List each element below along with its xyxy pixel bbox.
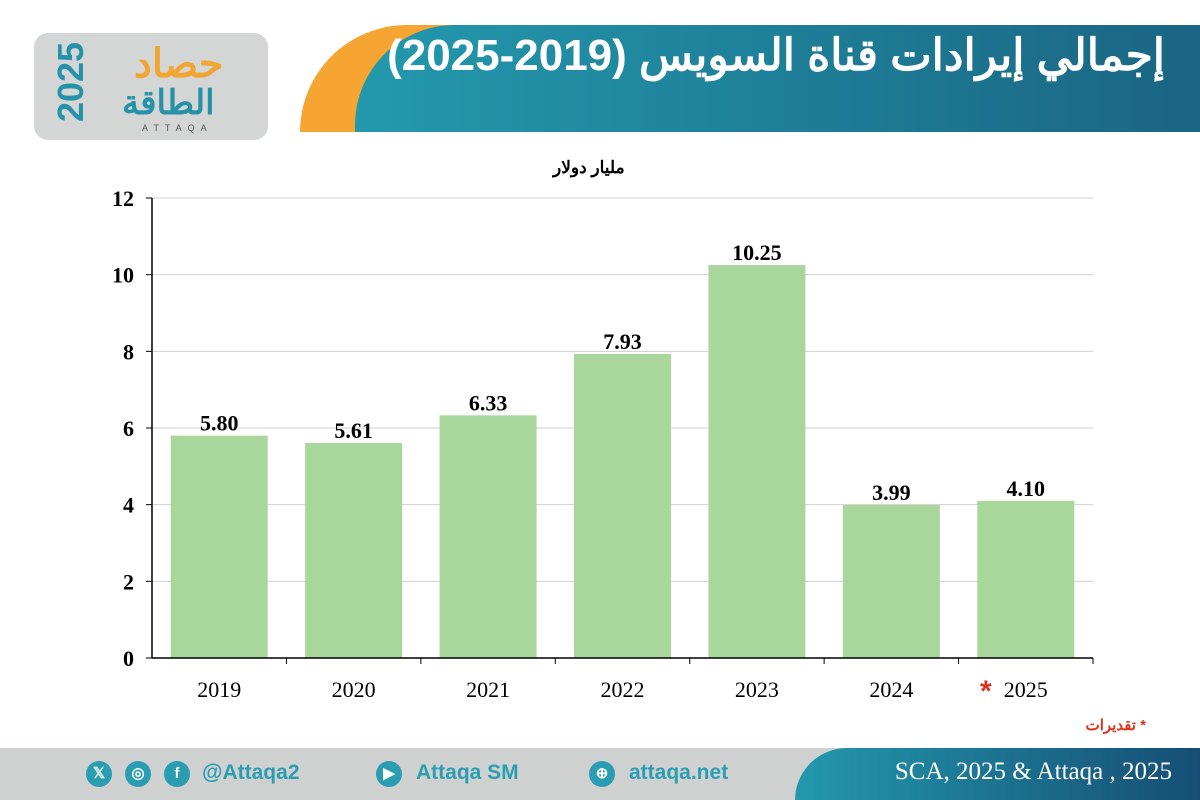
source-panel — [795, 748, 1200, 800]
data-label: 3.99 — [872, 480, 911, 505]
estimate-asterisk: * — [980, 675, 992, 708]
bar-2022 — [574, 354, 671, 658]
bar-2025 — [977, 500, 1075, 658]
x-tick-label: 2020 — [332, 677, 376, 702]
youtube-channel[interactable]: Attaqa SM — [416, 761, 519, 784]
x-tick-label: 2025 — [1004, 677, 1048, 702]
y-tick-label: 4 — [123, 493, 134, 518]
data-label: 5.80 — [200, 411, 239, 436]
website-link[interactable]: attaqa.net — [629, 761, 729, 784]
data-label: 10.25 — [732, 240, 782, 265]
logo-line2: الطاقة — [122, 84, 215, 122]
bar-2024 — [842, 505, 940, 658]
bar-2023 — [708, 265, 806, 658]
source-text: SCA, 2025 & Attaqa , 2025 — [894, 758, 1172, 785]
y-tick-label: 2 — [123, 569, 134, 594]
x-tick-label: 2021 — [466, 677, 510, 702]
logo: 2025 حصاد الطاقة ATTAQA — [34, 33, 268, 140]
social-handle[interactable]: @Attaqa2 — [202, 761, 300, 784]
logo-latin: ATTAQA — [142, 123, 213, 133]
y-tick-label: 8 — [123, 339, 134, 364]
youtube-icon[interactable]: ▶ — [376, 761, 402, 787]
y-axis-unit: مليار دولار — [553, 158, 625, 177]
x-tick-label: 2019 — [197, 677, 241, 702]
x-tick-label: 2024 — [869, 677, 913, 702]
bar-2021 — [439, 415, 537, 658]
bar-2020 — [305, 442, 403, 658]
bar-2019 — [170, 435, 268, 658]
chart-title: إجمالي إيرادات قناة السويس (2019-2025) — [387, 31, 1165, 80]
y-tick-label: 6 — [123, 416, 134, 441]
data-label: 4.10 — [1007, 476, 1046, 501]
title-banner — [355, 25, 1200, 132]
data-label: 7.93 — [603, 329, 642, 354]
x-tick-label: 2023 — [735, 677, 779, 702]
y-tick-label: 10 — [112, 263, 134, 288]
globe-icon[interactable]: ⊕ — [589, 761, 615, 787]
y-tick-label: 12 — [112, 186, 134, 211]
estimate-note: * تقديرات — [1085, 717, 1146, 734]
logo-line1: حصاد — [134, 42, 224, 86]
y-tick-label: 0 — [123, 646, 134, 671]
facebook-icon[interactable]: f — [164, 761, 190, 787]
x-icon[interactable]: 𝕏 — [86, 761, 112, 787]
x-tick-label: 2022 — [601, 677, 645, 702]
data-label: 6.33 — [469, 390, 508, 415]
data-label: 5.61 — [334, 418, 373, 443]
instagram-icon[interactable]: ◎ — [125, 761, 151, 787]
